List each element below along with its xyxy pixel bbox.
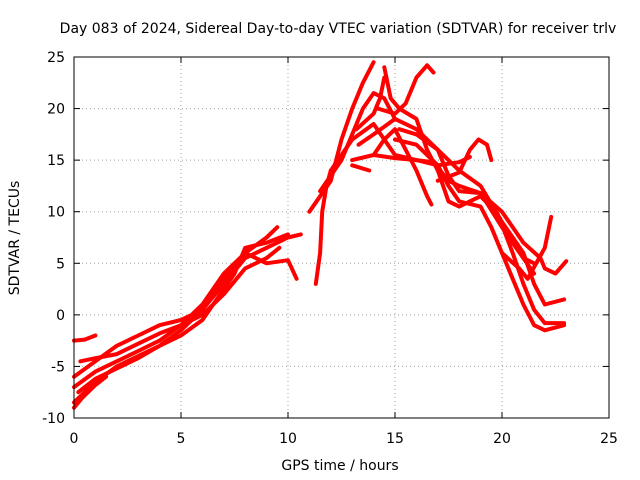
- y-axis-title: SDTVAR / TECUs: [7, 181, 23, 296]
- series-line-sat-c: [72, 245, 282, 390]
- series-line-sat-w: [510, 240, 537, 266]
- x-tick-label: 5: [177, 431, 186, 447]
- chart-title: Day 083 of 2024, Sidereal Day-to-day VTE…: [60, 21, 617, 37]
- series-line-sat-m: [356, 116, 567, 307]
- y-tick-label: 15: [47, 153, 65, 169]
- grid-lines: [74, 57, 609, 418]
- series-line-sat-s: [371, 127, 434, 207]
- series-group: [72, 60, 569, 410]
- x-tick-label: 25: [600, 431, 618, 447]
- series-line-sat-q: [354, 75, 387, 132]
- series-line-sat-g: [76, 232, 290, 395]
- series-line-sat-f: [78, 251, 299, 364]
- axis-ticks: [73, 56, 610, 419]
- y-tick-label: 25: [47, 50, 65, 66]
- y-tick-label: -5: [51, 359, 65, 375]
- series-line-sat-i: [307, 60, 376, 214]
- y-tick-label: 5: [56, 256, 65, 272]
- series-line-sat-o: [382, 65, 567, 326]
- series-line-sat-a: [72, 333, 98, 343]
- x-tick-label: 10: [279, 431, 297, 447]
- series-line-sat-v: [500, 214, 554, 281]
- series-line-sat-u: [435, 137, 494, 183]
- y-tick-label: -10: [42, 411, 65, 427]
- x-tick-label: 15: [386, 431, 404, 447]
- y-tick-labels: -10 -5 0 5 10 15 20 25: [42, 50, 65, 427]
- series-line-sat-n: [350, 163, 372, 173]
- series-line-sat-p: [375, 63, 436, 116]
- series-line-sat-t: [397, 127, 569, 276]
- plot-frame: [73, 56, 610, 419]
- y-tick-label: 0: [56, 308, 65, 324]
- x-axis-title: GPS time / hours: [281, 458, 398, 474]
- x-tick-label: 20: [493, 431, 511, 447]
- series-line-sat-d: [72, 225, 280, 405]
- x-tick-labels: 0 5 10 15 20 25: [70, 431, 618, 447]
- series-line-sat-r: [393, 137, 567, 333]
- y-tick-label: 20: [47, 102, 65, 118]
- x-tick-label: 0: [70, 431, 79, 447]
- series-line-sat-e: [72, 374, 109, 410]
- y-tick-label: 10: [47, 205, 65, 221]
- series-line-sat-j: [318, 91, 397, 194]
- series-line-sat-l: [350, 153, 537, 276]
